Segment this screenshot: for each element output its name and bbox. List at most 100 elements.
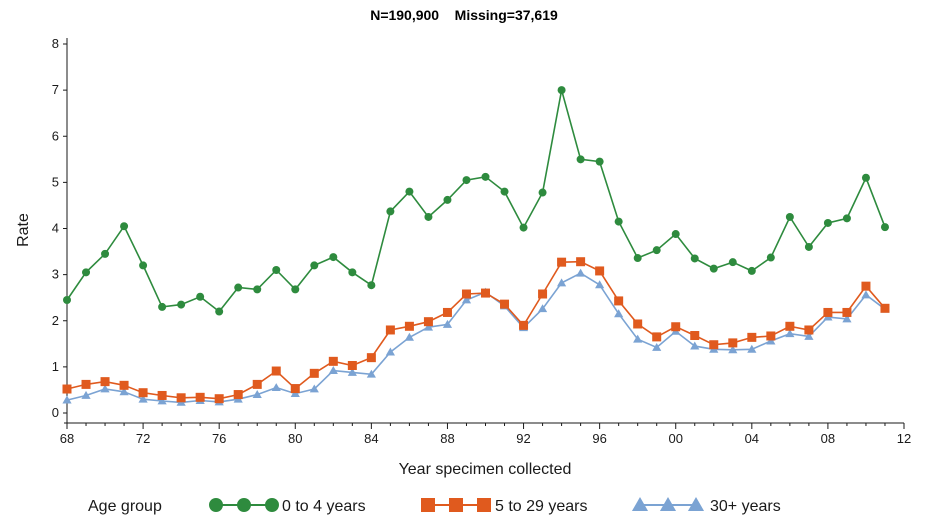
legend-item: 0 to 4 years (209, 498, 366, 515)
data-point-circle (690, 254, 699, 263)
data-point-square (442, 307, 452, 317)
y-tick-label: 7 (52, 82, 59, 97)
legend-title: Age group (88, 498, 162, 515)
data-point-circle (215, 307, 224, 316)
data-point-triangle (861, 290, 871, 299)
data-point-triangle (690, 341, 700, 350)
data-point-square (766, 331, 776, 341)
data-point-triangle (804, 331, 814, 340)
series-line (66, 260, 886, 400)
data-point-square (842, 307, 852, 317)
x-axis-title: Year specimen collected (399, 461, 572, 478)
data-point-triangle (347, 367, 357, 376)
data-point-circle (443, 195, 452, 204)
data-point-square (195, 392, 205, 402)
legend-label: 0 to 4 years (282, 498, 366, 515)
data-point-circle (766, 253, 775, 262)
data-point-square (119, 380, 129, 390)
data-point-circle (424, 212, 433, 221)
x-tick-label: 04 (745, 431, 759, 446)
data-point-square (309, 368, 319, 378)
plot-area (62, 86, 890, 406)
y-tick-label: 3 (52, 267, 59, 282)
data-point-circle (747, 266, 756, 275)
data-point-square (804, 325, 814, 335)
data-point-triangle (271, 383, 281, 392)
data-point-circle (158, 302, 167, 311)
data-point-circle (234, 283, 243, 292)
data-point-square (861, 281, 871, 291)
data-point-triangle (309, 384, 319, 393)
legend-item: 5 to 29 years (421, 498, 588, 515)
data-point-square (233, 390, 243, 400)
data-point-square (614, 296, 624, 306)
data-point-circle (139, 261, 148, 270)
data-point-circle (310, 261, 319, 270)
data-point-circle (557, 86, 566, 95)
data-point-square (62, 384, 72, 394)
data-point-square (652, 332, 662, 342)
data-point-square (747, 332, 757, 342)
y-tick-label: 5 (52, 174, 59, 189)
data-point-square (671, 322, 681, 332)
data-point-square (271, 366, 281, 376)
data-point-square (709, 340, 719, 350)
data-point-triangle (576, 268, 586, 277)
x-tick-label: 92 (516, 431, 530, 446)
legend: Age group 0 to 4 years 5 to 29 years 30+ ye… (88, 497, 781, 515)
series-triangle (62, 268, 890, 406)
legend-marker-circle (237, 498, 251, 512)
data-point-square (385, 325, 395, 335)
data-point-triangle (556, 278, 567, 287)
data-point-square (576, 257, 586, 267)
data-point-triangle (785, 329, 795, 338)
data-point-triangle (614, 309, 624, 318)
legend-marker-triangle (659, 497, 677, 511)
x-tick-label: 68 (60, 431, 74, 446)
data-point-circle (386, 207, 395, 216)
data-point-circle (785, 212, 794, 221)
legend-label: 30+ years (710, 498, 781, 515)
data-point-square (481, 288, 490, 298)
x-tick-label: 00 (668, 431, 682, 446)
data-point-circle (82, 268, 91, 277)
data-point-circle (63, 295, 71, 304)
data-point-square (157, 390, 167, 400)
series-square (62, 257, 890, 404)
y-axis-title: Rate (15, 213, 32, 247)
data-point-square (252, 379, 262, 389)
data-point-square (500, 299, 510, 309)
data-point-square (176, 393, 186, 403)
data-point-circle (842, 214, 851, 223)
data-point-square (785, 321, 795, 331)
data-point-triangle (747, 344, 757, 353)
data-point-square (138, 388, 148, 398)
data-point-square (633, 319, 643, 329)
data-point-circle (291, 285, 300, 294)
series-line (66, 89, 886, 313)
data-point-circle (120, 222, 129, 231)
data-point-circle (671, 230, 680, 239)
data-point-circle (500, 187, 509, 196)
data-point-circle (253, 285, 262, 294)
data-point-circle (880, 223, 889, 232)
data-point-triangle (404, 332, 415, 341)
x-tick-label: 08 (821, 431, 835, 446)
data-point-square (81, 379, 91, 389)
data-point-square (880, 303, 890, 313)
series-line (66, 272, 886, 404)
legend-label: 5 to 29 years (495, 498, 588, 515)
data-point-circle (823, 218, 832, 227)
data-point-triangle (252, 389, 262, 398)
data-point-circle (595, 157, 604, 166)
legend-marker-square (449, 498, 463, 512)
data-point-triangle (423, 322, 434, 331)
data-point-square (519, 320, 529, 330)
data-point-circle (633, 254, 642, 263)
data-point-square (423, 317, 433, 327)
data-point-square (347, 360, 357, 370)
data-point-circle (804, 242, 813, 251)
data-point-square (823, 307, 833, 317)
x-tick-label: 96 (592, 431, 606, 446)
